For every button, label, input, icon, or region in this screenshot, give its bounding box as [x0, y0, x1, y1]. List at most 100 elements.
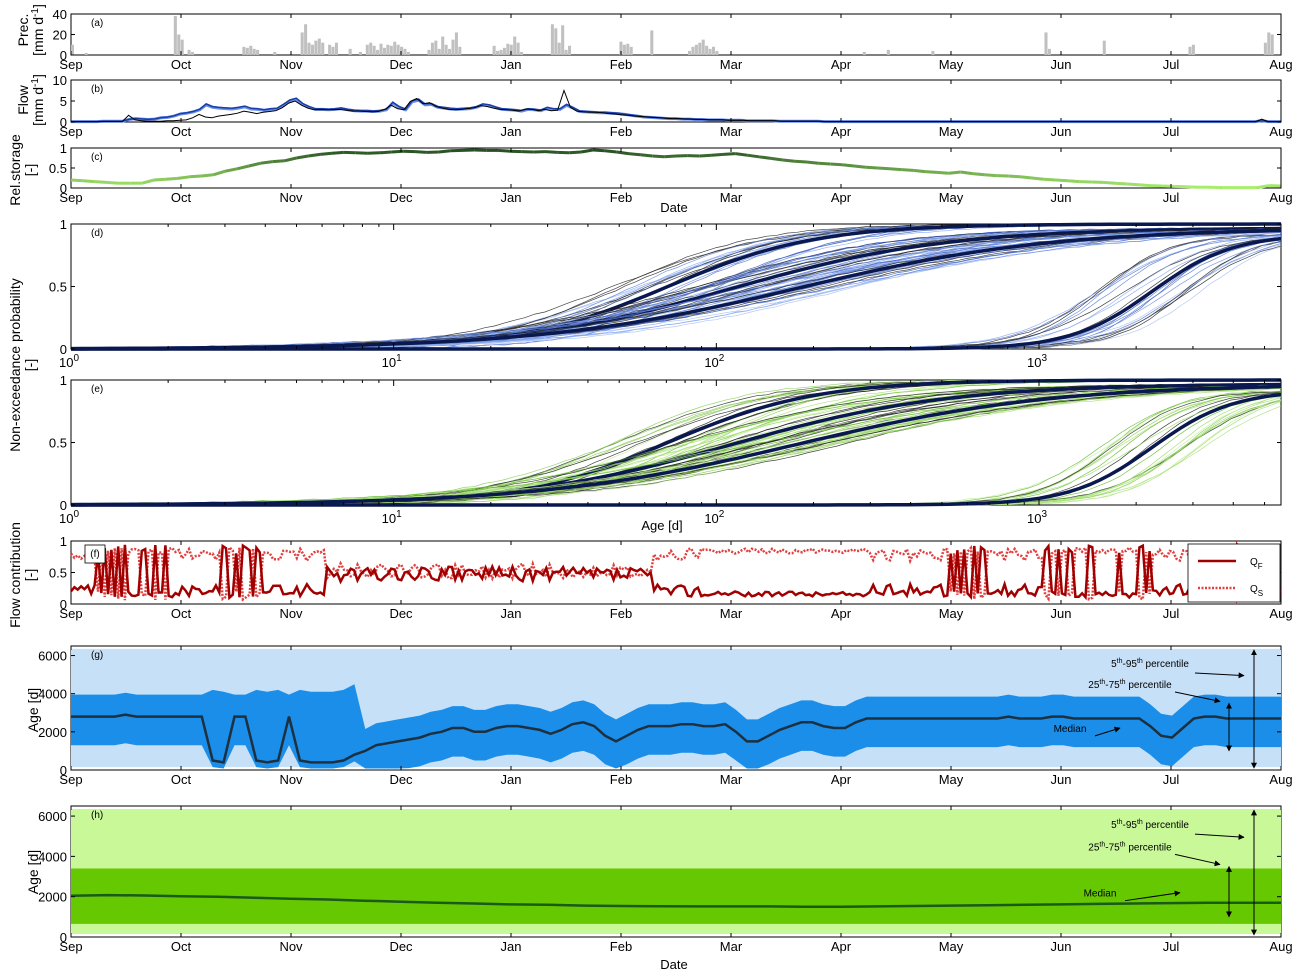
storage-line-segment — [853, 164, 866, 169]
panel-d-ensemble-line — [70, 227, 1282, 350]
storage-line-segment — [818, 161, 831, 166]
panel-a-ytick-label: 20 — [53, 28, 67, 43]
panel-h-xtick-label: Dec — [389, 939, 413, 954]
storage-line-segment — [782, 158, 795, 163]
legend-box — [1187, 543, 1281, 603]
panel-h-band-25-75 — [71, 868, 1281, 924]
storage-line-segment — [1055, 178, 1068, 183]
precip-bar — [451, 39, 455, 55]
panel-f-xtick-label: Apr — [831, 606, 852, 621]
panel-d-ensemble-line — [70, 223, 1282, 350]
panel-h-median-line — [70, 893, 1281, 909]
panel-c-tag: (c) — [91, 152, 103, 163]
precip-bar — [557, 42, 561, 55]
panel-e-ensemble-line — [70, 395, 1282, 506]
storage-line-segment — [1008, 174, 1021, 179]
precip-bar — [698, 42, 702, 55]
panel-g-annotation-arrow — [1174, 691, 1221, 704]
panel-a-xtick-label: Jul — [1163, 57, 1180, 72]
panel-c-xtick-label: Apr — [831, 190, 852, 205]
precip-bar — [245, 47, 249, 55]
panel-d-ytick-label: 1 — [60, 217, 67, 232]
precip-bar — [365, 44, 369, 55]
precip-bar — [71, 44, 75, 55]
panel-e-ensemble-line — [70, 392, 1282, 506]
panel-h-annotation: Median — [1084, 889, 1117, 900]
panel-f-xtick-label: Jan — [501, 606, 522, 621]
storage-line-segment — [260, 160, 273, 165]
storage-line-segment — [972, 172, 985, 177]
panel-h-annotation: 25th-75th percentile — [1088, 841, 1172, 853]
precip-bar — [619, 41, 623, 55]
precip-bar — [554, 28, 558, 55]
panel-d-ensemble-line — [70, 223, 1282, 350]
panel-b-xtick-label: Jul — [1163, 124, 1180, 139]
storage-line-segment — [592, 148, 605, 153]
panel-g-ytick-label: 6000 — [38, 649, 67, 664]
panel-a-xtick-label: Apr — [831, 57, 852, 72]
panel-f-xtick-label: Jul — [1163, 606, 1180, 621]
panel-b-ytick-label: 10 — [53, 73, 67, 88]
panel-b-frame — [70, 79, 1282, 123]
precip-bar — [650, 30, 654, 55]
precip-bar — [382, 47, 386, 55]
panel-e-ensemble-line — [70, 395, 1282, 506]
panel-a-xtick-label: Oct — [171, 57, 192, 72]
storage-line-segment — [758, 155, 772, 160]
panel-b-ytick-label: 0 — [60, 115, 67, 130]
panel-c-xtick-label: Feb — [610, 190, 632, 205]
panel-d-ensemble-line — [70, 227, 1281, 350]
panel-h-xtick-label: Oct — [171, 939, 192, 954]
storage-line-segment — [770, 156, 783, 162]
panel-g-xtick-label: Jun — [1051, 772, 1072, 787]
panel-d-ensemble-line — [70, 223, 1282, 350]
precip-bar — [862, 51, 866, 55]
precip-bar — [273, 51, 277, 55]
storage-line-segment — [948, 170, 961, 175]
panel-h-ytick-label: 4000 — [38, 849, 67, 864]
storage-line-segment — [723, 152, 736, 156]
panel-d-ensemble-line — [71, 235, 1281, 350]
precip-bar — [307, 42, 311, 55]
storage-line-segment — [1114, 181, 1127, 186]
storage-line-segment — [616, 150, 629, 156]
panel-c-ytick-label: 1 — [60, 141, 67, 156]
panel-a-ytick-label: 0 — [60, 48, 67, 63]
panel-f-xtick-label: Jun — [1051, 606, 1072, 621]
panel-f-axes: 0 0.5 1 Sep Oct Nov Dec Jan Feb Mar Apr May Jun Jul Au… — [7, 522, 1293, 628]
panel-e-ensemble-line — [70, 393, 1282, 506]
precip-bar — [550, 24, 554, 55]
storage-line-segment — [604, 149, 617, 154]
panel-c-ytick-label: 0 — [60, 181, 67, 196]
panel-d-axes: 0 0.5 1 100 101 102 103 (d) Non-exceedance proba… — [7, 217, 1282, 452]
precip-bar — [502, 47, 506, 55]
panel-b-xtick-label: Mar — [720, 124, 743, 139]
panel-d-ensemble-line — [70, 223, 1282, 350]
precip-bar — [492, 45, 496, 55]
panel-b-xtick-label: Oct — [171, 124, 192, 139]
precip-bar — [1102, 40, 1106, 55]
precip-bar — [300, 32, 304, 55]
panel-d-ensemble-line — [70, 227, 1282, 350]
precip-bar — [499, 49, 503, 55]
panel-b-xtick-label: Apr — [831, 124, 852, 139]
panel-c-xtick-label: Oct — [171, 190, 192, 205]
panel-g-xtick-label: Dec — [389, 772, 413, 787]
precip-bar — [506, 43, 510, 55]
panel-h-xtick-label: Jul — [1163, 939, 1180, 954]
panel-e-median-line — [71, 392, 1282, 507]
panel-f-xtick-label: Sep — [59, 606, 82, 621]
panel-a-tag: (a) — [91, 18, 103, 29]
panel-h-annotation: 5th-95th percentile — [1111, 819, 1189, 831]
panel-e-xtick-label: 103 — [1027, 509, 1047, 526]
panel-f-xtick-label: Dec — [389, 606, 413, 621]
panel-g-annotation-arrow — [1194, 672, 1245, 679]
panel-e-ensemble-line — [71, 400, 1282, 506]
precip-bar — [328, 44, 332, 55]
storage-line-segment — [901, 168, 914, 172]
panel-d-xtick-label: 102 — [704, 353, 724, 370]
storage-line-segment — [664, 154, 677, 159]
precip-bar — [509, 44, 513, 55]
panel-d-ensemble-line — [71, 223, 1282, 350]
